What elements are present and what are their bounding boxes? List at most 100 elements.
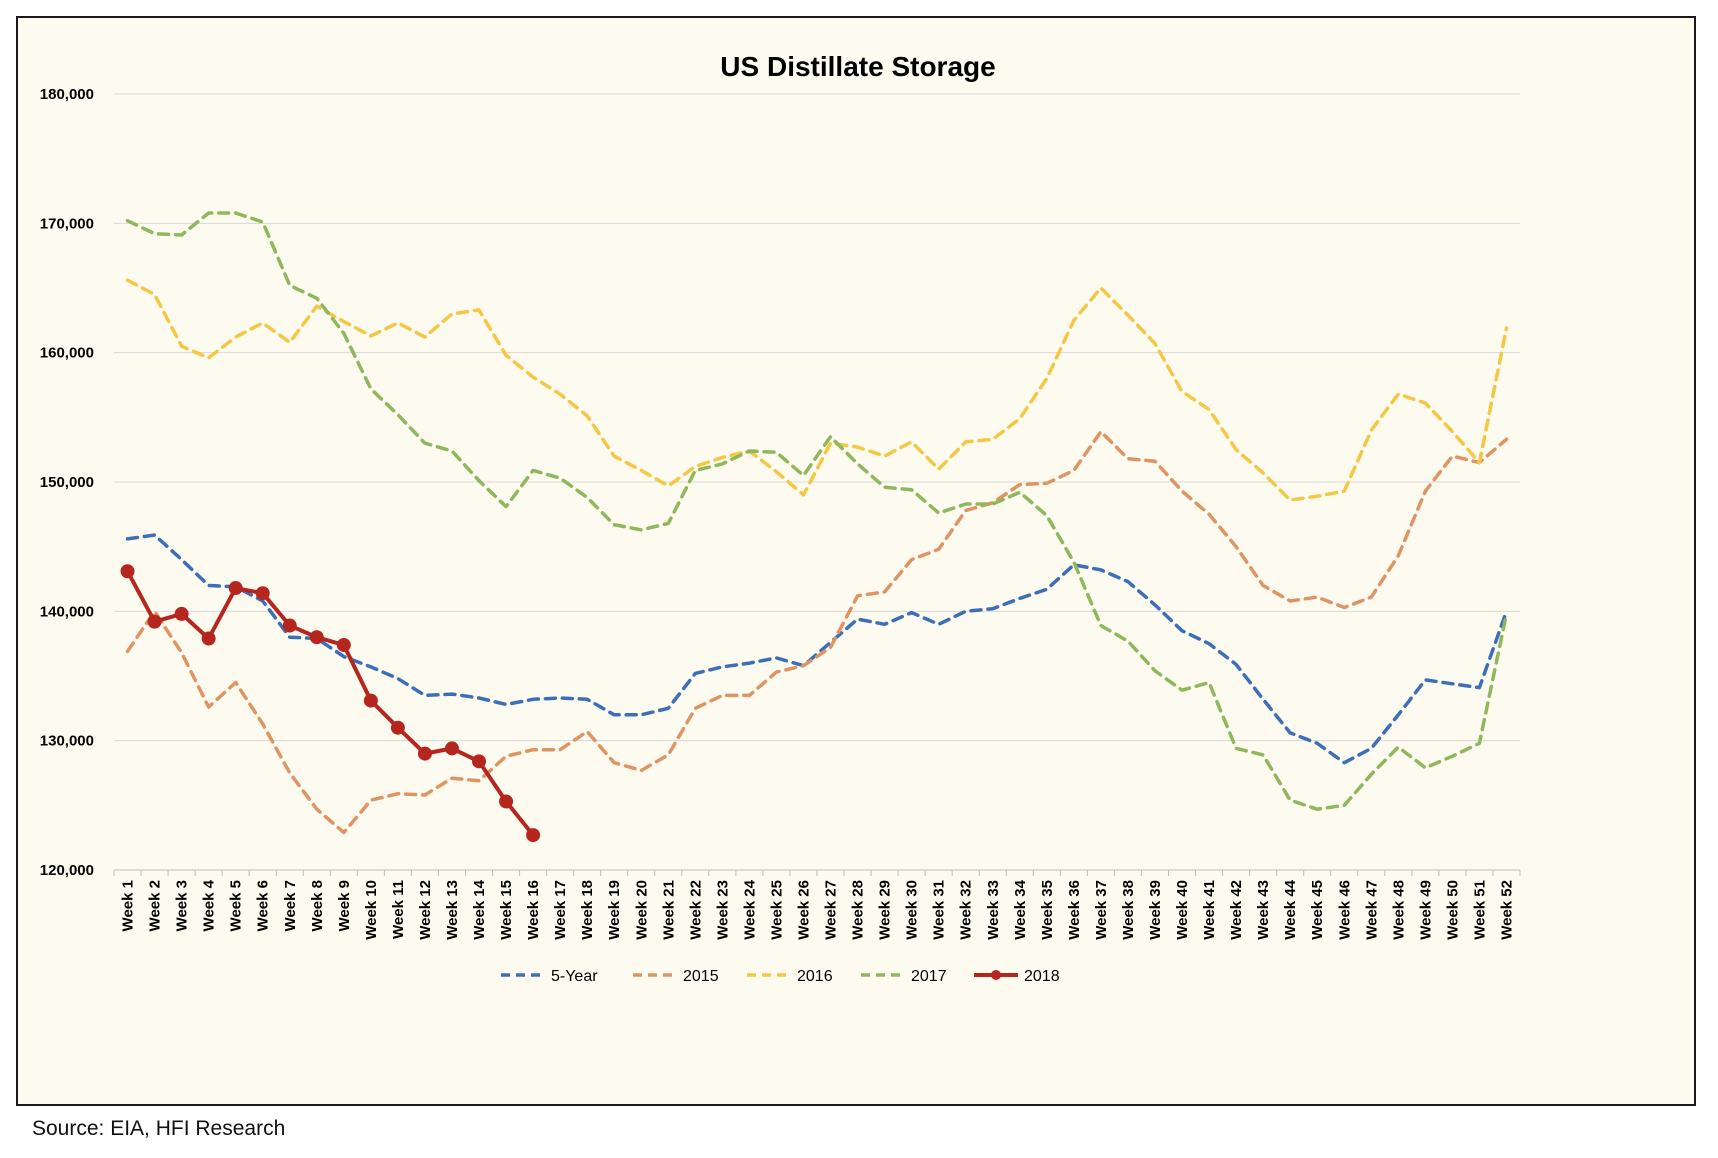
x-tick-label: Week 15: [498, 880, 515, 940]
data-point: [363, 693, 378, 708]
x-tick-label: Week 20: [633, 880, 650, 940]
x-tick-label: Week 3: [174, 880, 191, 931]
series-2017: [125, 211, 1509, 811]
x-tick-label: Week 43: [1255, 880, 1272, 940]
x-tick-label: Week 22: [687, 880, 704, 940]
chart-title: US Distillate Storage: [720, 51, 995, 82]
legend-marker: [991, 970, 1001, 980]
x-tick-label: Week 10: [363, 880, 380, 940]
x-tick-label: Week 48: [1390, 880, 1407, 940]
x-tick-label: Week 29: [877, 880, 894, 940]
y-tick-label: 160,000: [40, 345, 94, 362]
x-tick-label: Week 52: [1498, 880, 1515, 940]
x-tick-label: Week 42: [1228, 880, 1245, 940]
data-point: [228, 581, 243, 596]
x-tick-label: Week 16: [525, 880, 542, 940]
x-tick-label: Week 23: [714, 880, 731, 940]
gridlines: [114, 93, 1520, 871]
y-tick-label: 180,000: [40, 86, 94, 103]
x-tick-label: Week 34: [1012, 879, 1029, 939]
x-tick-label: Week 13: [444, 880, 461, 940]
x-tick-label: Week 31: [931, 880, 948, 940]
y-axis-ticks: 120,000 130,000 140,000 150,000 160,000 170,0…: [40, 86, 94, 879]
series-2018: [120, 564, 541, 843]
legend: 5-Year 2015 2016 2017 2018: [501, 968, 1060, 985]
series-line: [125, 569, 536, 838]
data-point: [201, 631, 216, 646]
data-point: [417, 746, 432, 761]
data-point: [282, 618, 297, 633]
x-tick-label: Week 4: [201, 879, 218, 931]
x-tick-label: Week 8: [309, 880, 326, 931]
x-tick-label: Week 49: [1417, 880, 1434, 940]
x-tick-label: Week 30: [904, 880, 921, 940]
x-tick-label: Week 45: [1309, 880, 1326, 940]
legend-label: 5-Year: [551, 968, 598, 985]
x-tick-label: Week 50: [1444, 880, 1461, 940]
x-tick-label: Week 38: [1120, 880, 1137, 940]
data-point: [255, 586, 270, 601]
x-tick-label: Week 28: [850, 880, 867, 940]
x-tick-label: Week 35: [1039, 880, 1056, 940]
x-tick-label: Week 19: [606, 880, 623, 940]
x-tick-label: Week 41: [1201, 880, 1218, 940]
x-tick-label: Week 36: [1066, 880, 1083, 940]
x-tick-label: Week 47: [1363, 880, 1380, 940]
x-tick-label: Week 18: [579, 880, 596, 940]
series-line: [125, 533, 1509, 765]
y-tick-label: 130,000: [40, 733, 94, 750]
data-point: [174, 606, 189, 621]
x-tick-label: Week 46: [1336, 880, 1353, 940]
legend-label: 2015: [683, 968, 719, 985]
chart-frame: US Distillate Storage 120,000 130,000 140,…: [16, 16, 1696, 1106]
x-tick-label: Week 2: [147, 880, 164, 931]
data-point: [390, 720, 405, 735]
legend-label: 2016: [797, 968, 833, 985]
series-2016: [125, 278, 1509, 502]
x-tick-label: Week 9: [336, 880, 353, 931]
legend-label: 2018: [1024, 968, 1060, 985]
x-tick-label: Week 7: [282, 880, 299, 931]
series-line: [125, 278, 1509, 502]
x-tick-label: Week 6: [255, 880, 272, 931]
legend-item: 2015: [633, 968, 719, 985]
chart-svg: US Distillate Storage 120,000 130,000 140,…: [40, 51, 1521, 985]
data-point: [147, 614, 162, 629]
y-tick-label: 120,000: [40, 862, 94, 879]
x-tick-label: Week 1: [120, 880, 137, 931]
source-note: Source: EIA, HFI Research: [32, 1117, 286, 1140]
y-tick-label: 140,000: [40, 603, 94, 620]
x-tick-label: Week 51: [1471, 880, 1488, 940]
data-point: [120, 564, 135, 579]
y-tick-label: 150,000: [40, 474, 94, 491]
data-point: [444, 741, 459, 756]
x-tick-label: Week 25: [768, 880, 785, 940]
x-tick-label: Week 27: [823, 880, 840, 940]
data-point: [336, 637, 351, 652]
x-tick-label: Week 44: [1282, 879, 1299, 939]
x-axis-ticks: Week 1 Week 2 Week 3 Week 4 Week 5 Week 6 Week…: [113, 870, 1521, 940]
y-tick-label: 170,000: [40, 215, 94, 232]
x-tick-label: Week 21: [660, 880, 677, 940]
x-tick-label: Week 39: [1147, 880, 1164, 940]
series-line: [125, 211, 1509, 811]
legend-item: 2017: [861, 968, 947, 985]
legend-label: 2017: [911, 968, 947, 985]
legend-item: 2018: [974, 968, 1060, 985]
data-point: [526, 828, 541, 843]
series-5-year: [125, 533, 1509, 765]
data-point: [472, 754, 487, 769]
x-tick-label: Week 33: [985, 880, 1002, 940]
legend-item: 5-Year: [501, 968, 598, 985]
x-tick-label: Week 40: [1174, 880, 1191, 940]
x-tick-label: Week 24: [741, 879, 758, 939]
x-tick-label: Week 32: [958, 880, 975, 940]
legend-item: 2016: [747, 968, 833, 985]
x-tick-label: Week 12: [417, 880, 434, 940]
x-tick-label: Week 17: [552, 880, 569, 940]
data-point: [309, 630, 324, 645]
x-tick-label: Week 26: [795, 880, 812, 940]
x-tick-label: Week 11: [390, 880, 407, 939]
x-tick-label: Week 5: [228, 880, 245, 931]
series-2015: [125, 429, 1509, 835]
